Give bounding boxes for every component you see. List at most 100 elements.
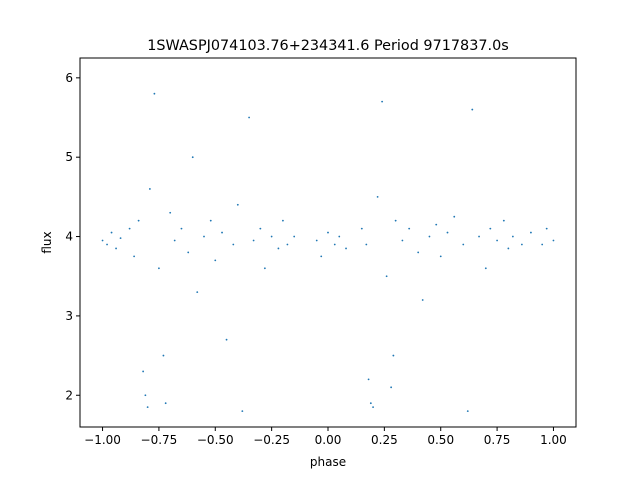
data-point	[541, 243, 544, 246]
data-point	[196, 291, 199, 293]
y-tick-label: 3	[65, 309, 73, 323]
data-point	[327, 231, 329, 234]
x-tick-label: 0.00	[315, 433, 342, 447]
data-point	[232, 243, 235, 246]
data-point	[453, 215, 456, 218]
data-point	[372, 406, 374, 409]
data-point	[392, 354, 395, 357]
data-point	[277, 247, 280, 250]
x-tick-label: −0.25	[253, 433, 290, 447]
y-tick-label: 4	[65, 230, 73, 244]
data-point	[286, 243, 289, 246]
data-point	[241, 410, 244, 413]
data-point	[315, 239, 318, 242]
data-point	[169, 211, 172, 214]
data-point	[466, 410, 469, 413]
data-point	[367, 378, 370, 381]
data-point	[110, 231, 113, 234]
data-point	[496, 239, 498, 242]
data-point	[408, 227, 411, 230]
y-tick-label: 5	[65, 150, 73, 164]
data-point	[417, 251, 420, 254]
data-point	[552, 239, 555, 242]
data-point	[421, 299, 424, 301]
data-point	[252, 239, 255, 242]
data-point	[365, 243, 368, 246]
y-tick-label: 2	[65, 388, 73, 402]
y-axis: 2 3 4 5 6	[65, 71, 80, 402]
data-point	[446, 231, 449, 234]
data-point	[164, 402, 167, 405]
data-point	[439, 255, 442, 258]
data-point	[203, 235, 205, 238]
x-tick-label: 0.75	[484, 433, 511, 447]
data-point	[360, 227, 363, 230]
chart-title: 1SWASPJ074103.76+234341.6 Period 9717837…	[147, 38, 509, 54]
data-point	[158, 267, 160, 270]
data-point	[259, 227, 262, 230]
data-point	[507, 247, 510, 250]
data-point	[142, 370, 145, 373]
data-point	[428, 235, 431, 238]
x-tick-label: 0.50	[427, 433, 454, 447]
data-point	[545, 227, 548, 230]
data-point	[236, 203, 239, 206]
data-point	[146, 406, 149, 409]
data-point	[282, 219, 284, 222]
points-layer	[101, 92, 555, 413]
data-point	[128, 227, 131, 230]
data-point	[148, 188, 151, 190]
data-point	[162, 354, 165, 357]
x-tick-label: −0.50	[197, 433, 234, 447]
data-point	[137, 219, 140, 222]
x-axis: −1.00 −0.75 −0.50 −0.25 0.00 0.25 0.50 0.75 1.00	[84, 427, 567, 447]
data-point	[520, 243, 523, 246]
data-point	[209, 219, 212, 222]
data-point	[180, 227, 183, 230]
data-point	[530, 231, 532, 234]
x-axis-label: phase	[310, 455, 346, 469]
data-point	[320, 255, 323, 258]
data-point	[263, 267, 266, 270]
data-point	[173, 239, 176, 242]
x-tick-label: 1.00	[540, 433, 567, 447]
data-point	[381, 100, 384, 103]
y-tick-label: 6	[65, 71, 73, 85]
data-point	[270, 235, 273, 238]
data-point	[106, 243, 108, 246]
data-point	[471, 108, 474, 111]
y-axis-label: flux	[40, 231, 54, 253]
data-point	[133, 255, 136, 258]
data-point	[115, 247, 117, 250]
data-point	[214, 259, 217, 262]
x-tick-label: 0.25	[371, 433, 398, 447]
data-point	[338, 235, 341, 238]
data-point	[376, 195, 379, 198]
data-point	[119, 237, 122, 240]
data-point	[489, 227, 492, 230]
data-point	[345, 247, 347, 250]
data-point	[511, 235, 514, 238]
data-point	[225, 338, 228, 341]
data-point	[187, 251, 190, 254]
data-point	[144, 394, 147, 397]
data-point	[435, 223, 438, 226]
data-point	[293, 235, 296, 238]
data-point	[390, 386, 393, 389]
data-point	[385, 275, 388, 278]
data-point	[333, 243, 336, 246]
data-point	[221, 231, 223, 234]
data-point	[502, 219, 505, 222]
data-point	[484, 267, 487, 270]
x-tick-label: −0.75	[141, 433, 178, 447]
data-point	[153, 92, 156, 95]
data-point	[394, 219, 397, 222]
data-point	[478, 235, 480, 238]
x-tick-label: −1.00	[84, 433, 121, 447]
data-point	[401, 239, 404, 242]
data-point	[101, 239, 104, 242]
data-point	[248, 116, 250, 119]
